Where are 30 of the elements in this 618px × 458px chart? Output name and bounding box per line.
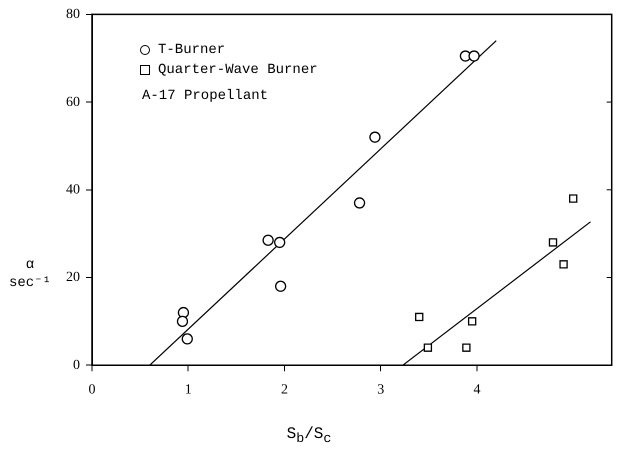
point bbox=[369, 132, 381, 143]
point bbox=[462, 343, 471, 352]
x-tick-label: 2 bbox=[280, 382, 288, 398]
y-tick-label: 0 bbox=[73, 358, 80, 373]
point bbox=[569, 194, 578, 203]
legend-label: T-Burner bbox=[158, 41, 226, 60]
y-tick-label: 80 bbox=[66, 7, 80, 22]
point bbox=[354, 197, 366, 209]
point bbox=[415, 312, 424, 322]
x-tick-label: 4 bbox=[473, 382, 480, 398]
x-tick-label: 1 bbox=[184, 382, 192, 398]
x-tick-label: 3 bbox=[377, 382, 384, 398]
legend-label: Quarter-Wave Burner bbox=[158, 61, 318, 80]
point bbox=[424, 343, 432, 352]
annotation: A-17 Propellant bbox=[142, 88, 268, 104]
point bbox=[274, 236, 286, 248]
x-axis-title: S$_{b}$/S$_{c}$ bbox=[286, 425, 332, 448]
y-axis-title: α sec⁻¹ bbox=[8, 256, 52, 292]
point bbox=[468, 317, 476, 326]
point bbox=[274, 280, 286, 292]
point bbox=[468, 50, 480, 62]
point bbox=[548, 238, 558, 247]
point bbox=[182, 333, 193, 345]
x-tick-label: 0 bbox=[88, 382, 96, 398]
y-tick-label: 20 bbox=[66, 270, 80, 286]
point bbox=[176, 316, 188, 327]
y-tick-label: 40 bbox=[66, 182, 80, 198]
y-tick-label: 60 bbox=[66, 94, 80, 110]
point bbox=[262, 234, 274, 246]
point bbox=[559, 260, 568, 269]
